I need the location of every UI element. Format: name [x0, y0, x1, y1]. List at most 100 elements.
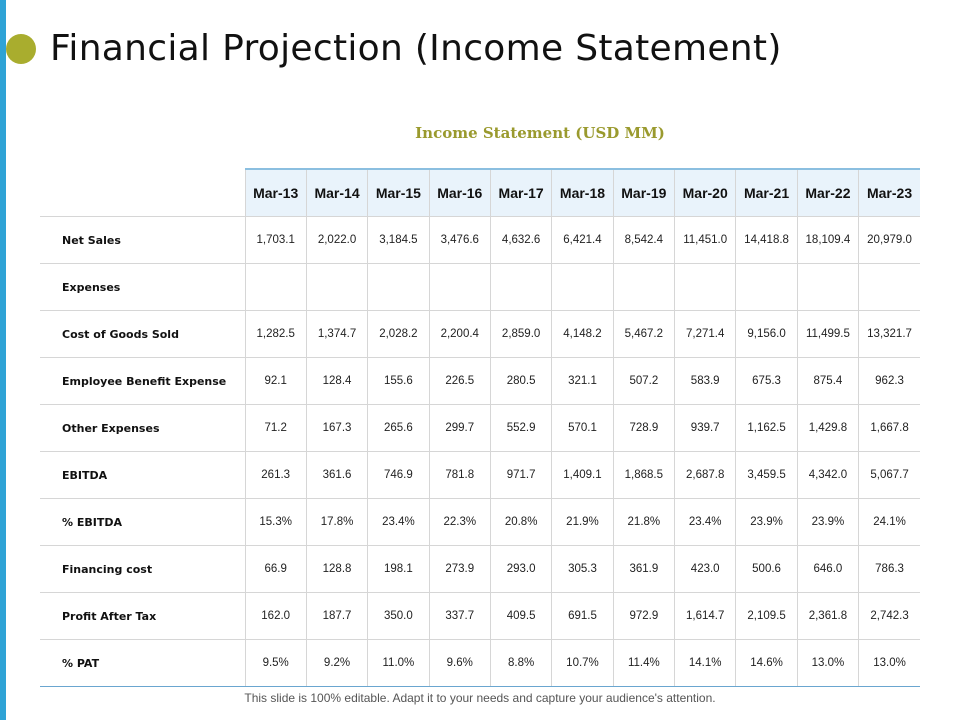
table-cell: 409.5	[489, 592, 552, 640]
table-cell: 13,321.7	[858, 310, 920, 358]
table-cell: 13.0%	[858, 639, 920, 687]
row-label: Cost of Goods Sold	[40, 310, 245, 358]
table-cell: 128.8	[305, 545, 368, 593]
table-cell: 23.9%	[796, 498, 859, 546]
table-cell: 8.8%	[489, 639, 552, 687]
table-cell: 5,467.2	[612, 310, 675, 358]
left-accent-bar	[0, 0, 6, 720]
table-cell: 11.4%	[612, 639, 675, 687]
table-row: Cost of Goods Sold 1,282.5 1,374.7 2,028.2 2…	[40, 310, 920, 358]
row-label: Employee Benefit Expense	[40, 357, 245, 405]
table-cell: 691.5	[551, 592, 614, 640]
table-cell: 781.8	[428, 451, 491, 499]
table-cell: 2,028.2	[367, 310, 430, 358]
title-bullet-dot	[6, 34, 36, 64]
table-cell: 2,742.3	[858, 592, 920, 640]
table-row: Other Expenses 71.2 167.3 265.6 299.7 552.9 57…	[40, 404, 920, 452]
table-cell: 972.9	[612, 592, 675, 640]
table-cell: 15.3%	[244, 498, 307, 546]
table-cell: 14,418.8	[735, 216, 798, 264]
table-cell: 786.3	[858, 545, 920, 593]
column-header: Mar-18	[551, 168, 614, 217]
table-cell: 71.2	[244, 404, 307, 452]
table-cell: 9.6%	[428, 639, 491, 687]
table-cell: 18,109.4	[796, 216, 859, 264]
table-cell: 6,421.4	[551, 216, 614, 264]
table-cell: 167.3	[305, 404, 368, 452]
table-cell: 2,109.5	[735, 592, 798, 640]
table-cell: 13.0%	[796, 639, 859, 687]
table-cell	[735, 263, 798, 311]
table-body: Net Sales 1,703.1 2,022.0 3,184.5 3,476.6 4,6…	[40, 216, 920, 687]
table-cell: 3,476.6	[428, 216, 491, 264]
row-label: % EBITDA	[40, 498, 245, 546]
table-cell: 2,859.0	[489, 310, 552, 358]
table-title: Income Statement (USD MM)	[415, 124, 665, 142]
table-cell: 293.0	[489, 545, 552, 593]
table-cell: 875.4	[796, 357, 859, 405]
table-cell: 2,022.0	[305, 216, 368, 264]
table-cell: 3,459.5	[735, 451, 798, 499]
table-cell: 507.2	[612, 357, 675, 405]
table-cell: 128.4	[305, 357, 368, 405]
row-label: % PAT	[40, 639, 245, 687]
column-header: Mar-14	[305, 168, 368, 217]
table-cell: 17.8%	[305, 498, 368, 546]
table-cell: 198.1	[367, 545, 430, 593]
table-cell: 162.0	[244, 592, 307, 640]
row-label: Financing cost	[40, 545, 245, 593]
table-cell: 261.3	[244, 451, 307, 499]
table-cell: 939.7	[674, 404, 736, 452]
table-cell: 1,162.5	[735, 404, 798, 452]
table-cell: 20.8%	[489, 498, 552, 546]
table-cell: 21.9%	[551, 498, 614, 546]
table-cell: 9,156.0	[735, 310, 798, 358]
table-cell	[489, 263, 552, 311]
table-cell: 4,148.2	[551, 310, 614, 358]
table-cell	[796, 263, 859, 311]
table-cell: 2,361.8	[796, 592, 859, 640]
table-cell: 299.7	[428, 404, 491, 452]
table-cell: 675.3	[735, 357, 798, 405]
table-cell: 21.8%	[612, 498, 675, 546]
row-label: Net Sales	[40, 216, 245, 264]
table-cell: 1,703.1	[244, 216, 307, 264]
page-title: Financial Projection (Income Statement)	[50, 28, 782, 69]
column-header: Mar-13	[244, 168, 307, 217]
table-cell: 2,200.4	[428, 310, 491, 358]
table-row: Net Sales 1,703.1 2,022.0 3,184.5 3,476.6 4,6…	[40, 216, 920, 264]
table-cell: 728.9	[612, 404, 675, 452]
table-row: EBITDA 261.3 361.6 746.9 781.8 971.7 1,409.1 1,…	[40, 451, 920, 499]
income-statement-table: Mar-13 Mar-14 Mar-15 Mar-16 Mar-17 Mar-18 Mar-…	[40, 168, 920, 687]
table-cell: 361.6	[305, 451, 368, 499]
row-label: EBITDA	[40, 451, 245, 499]
table-cell: 1,667.8	[858, 404, 920, 452]
table-cell	[612, 263, 675, 311]
column-header: Mar-16	[428, 168, 491, 217]
table-cell: 361.9	[612, 545, 675, 593]
table-cell: 11,451.0	[674, 216, 736, 264]
table-cell: 9.2%	[305, 639, 368, 687]
table-cell: 7,271.4	[674, 310, 736, 358]
table-cell: 24.1%	[858, 498, 920, 546]
table-cell: 646.0	[796, 545, 859, 593]
table-cell: 1,614.7	[674, 592, 736, 640]
table-cell: 22.3%	[428, 498, 491, 546]
table-cell: 23.4%	[674, 498, 736, 546]
table-row: Expenses	[40, 263, 920, 311]
table-cell: 1,868.5	[612, 451, 675, 499]
table-cell	[858, 263, 920, 311]
table-cell: 570.1	[551, 404, 614, 452]
table-cell: 5,067.7	[858, 451, 920, 499]
table-cell: 500.6	[735, 545, 798, 593]
table-cell	[367, 263, 430, 311]
table-cell: 265.6	[367, 404, 430, 452]
table-cell: 11.0%	[367, 639, 430, 687]
table-row: % EBITDA 15.3% 17.8% 23.4% 22.3% 20.8% 21.9% 21…	[40, 498, 920, 546]
table-cell: 20,979.0	[858, 216, 920, 264]
table-cell: 9.5%	[244, 639, 307, 687]
table-cell: 226.5	[428, 357, 491, 405]
table-cell	[244, 263, 307, 311]
table-cell: 2,687.8	[674, 451, 736, 499]
table-cell: 8,542.4	[612, 216, 675, 264]
